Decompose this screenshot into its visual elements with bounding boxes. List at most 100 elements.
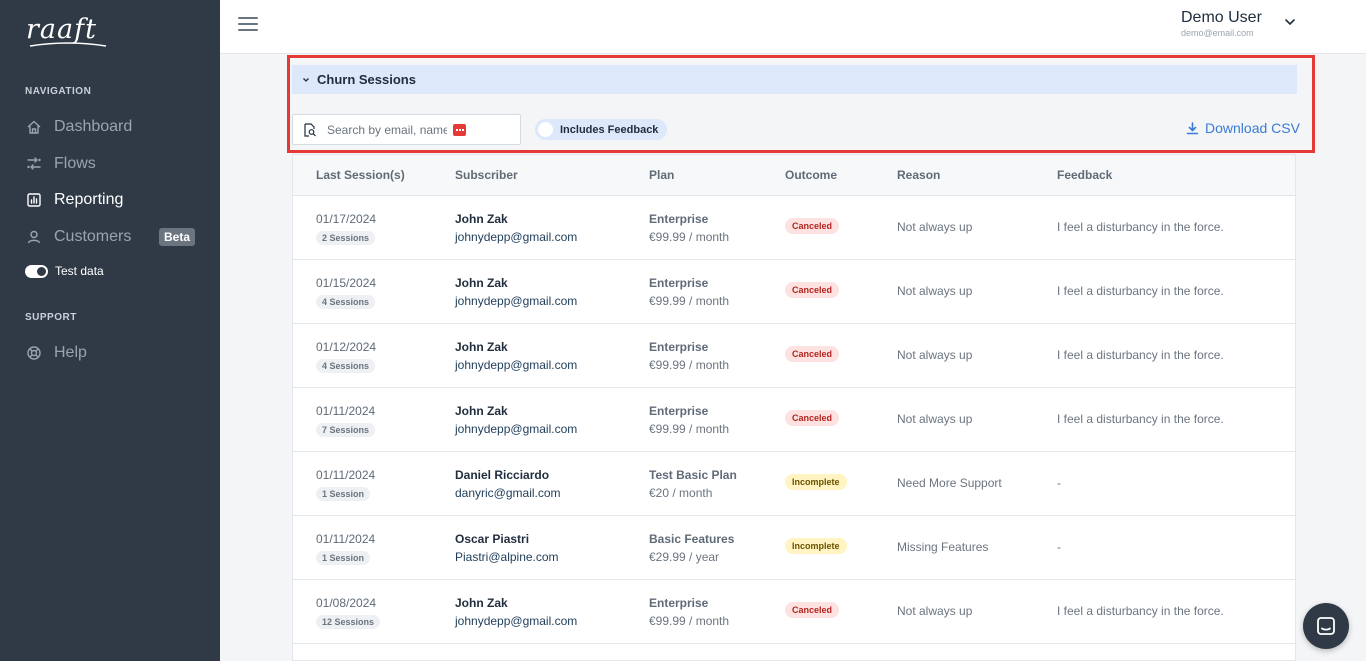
- toggle-knob: [538, 122, 553, 137]
- column-header[interactable]: Outcome: [785, 168, 838, 182]
- table-row[interactable]: 01/17/2024 2 Sessions John Zak johnydepp…: [293, 196, 1295, 260]
- session-count-badge: 7 Sessions: [316, 423, 376, 437]
- subscriber-email: johnydepp@gmail.com: [455, 294, 578, 308]
- support-heading: SUPPORT: [25, 312, 77, 323]
- session-date: 01/11/2024: [316, 532, 376, 546]
- session-date: 01/11/2024: [316, 404, 376, 418]
- column-header[interactable]: Subscriber: [455, 168, 518, 182]
- table-row[interactable]: 01/12/2024 4 Sessions John Zak johnydepp…: [293, 324, 1295, 388]
- outcome-badge: Incomplete: [785, 474, 847, 490]
- reason-text: Not always up: [897, 412, 973, 426]
- subscriber-name: Oscar Piastri: [455, 532, 530, 546]
- download-icon: [1186, 121, 1199, 134]
- plan-name: Enterprise: [649, 596, 709, 610]
- home-icon: [25, 118, 43, 136]
- plan-price: €99.99 / month: [649, 614, 730, 628]
- user-name[interactable]: Demo User: [1181, 9, 1262, 26]
- reason-text: Missing Features: [897, 540, 989, 554]
- session-date: 01/08/2024: [316, 596, 377, 610]
- plan-name: Basic Features: [649, 532, 735, 546]
- feedback-text: -: [1057, 476, 1061, 490]
- top-header: Demo User demo@email.com: [220, 0, 1366, 54]
- sidebar-item-reporting[interactable]: Reporting: [25, 188, 123, 212]
- reason-text: Not always up: [897, 220, 973, 234]
- plan-name: Enterprise: [649, 276, 709, 290]
- plan-name: Enterprise: [649, 340, 709, 354]
- table-row[interactable]: 01/11/2024 1 Session Oscar Piastri Piast…: [293, 516, 1295, 580]
- toggle-switch[interactable]: [25, 264, 48, 278]
- logo-text: raaft: [26, 14, 97, 45]
- column-header[interactable]: Feedback: [1057, 168, 1113, 182]
- feedback-text: I feel a disturbancy in the force.: [1057, 220, 1224, 234]
- table-row[interactable]: 01/11/2024 7 Sessions John Zak johnydepp…: [293, 388, 1295, 452]
- sidebar-item-label: Dashboard: [54, 118, 133, 135]
- subscriber-name: Daniel Ricciardo: [455, 468, 550, 482]
- plan-name: Test Basic Plan: [649, 468, 737, 482]
- plan-price: €99.99 / month: [649, 294, 730, 308]
- table-row[interactable]: 01/11/2024 1 Session Daniel Ricciardo da…: [293, 452, 1295, 516]
- outcome-badge: Canceled: [785, 410, 840, 426]
- logo-swoosh-icon: [29, 42, 107, 47]
- table-row[interactable]: 01/15/2024 4 Sessions John Zak johnydepp…: [293, 260, 1295, 324]
- feedback-text: I feel a disturbancy in the force.: [1057, 284, 1224, 298]
- session-count-badge: 4 Sessions: [316, 359, 376, 373]
- includes-feedback-label: Includes Feedback: [560, 123, 659, 136]
- chevron-down-icon[interactable]: [1284, 16, 1296, 28]
- subscriber-name: John Zak: [455, 276, 508, 290]
- subscriber-email: johnydepp@gmail.com: [455, 422, 578, 436]
- chat-launcher-button[interactable]: [1303, 603, 1349, 649]
- reason-text: Not always up: [897, 348, 973, 362]
- search-box[interactable]: [292, 114, 521, 145]
- subscriber-email: johnydepp@gmail.com: [455, 230, 578, 244]
- table-header: Last Session(s) Subscriber Plan Outcome …: [293, 155, 1295, 196]
- session-count-badge: 1 Session: [316, 487, 371, 501]
- session-date: 01/12/2024: [316, 340, 377, 354]
- reporting-icon: [25, 191, 43, 209]
- sidebar-item-label: Flows: [54, 155, 96, 172]
- session-date: 01/15/2024: [316, 276, 377, 290]
- sidebar-item-label: Help: [54, 344, 87, 361]
- sidebar: raaft NAVIGATION Dashboard Flows Reporti…: [0, 0, 220, 661]
- search-input[interactable]: [327, 122, 447, 137]
- reason-text: Not always up: [897, 604, 973, 618]
- subscriber-name: John Zak: [455, 404, 508, 418]
- download-csv-label: Download CSV: [1205, 120, 1300, 136]
- navigation-heading: NAVIGATION: [25, 86, 92, 97]
- test-data-label: Test data: [55, 264, 104, 278]
- plan-name: Enterprise: [649, 404, 709, 418]
- hamburger-menu-icon[interactable]: [238, 17, 258, 33]
- subscriber-name: John Zak: [455, 212, 508, 226]
- beta-badge: Beta: [159, 228, 196, 246]
- feedback-text: I feel a disturbancy in the force.: [1057, 412, 1224, 426]
- sidebar-item-customers[interactable]: Customers: [25, 225, 131, 249]
- subscriber-email: Piastri@alpine.com: [455, 550, 559, 564]
- subscriber-email: danyric@gmail.com: [455, 486, 561, 500]
- test-data-toggle[interactable]: Test data: [25, 264, 104, 278]
- feedback-text: I feel a disturbancy in the force.: [1057, 604, 1224, 618]
- chevron-down-icon: [303, 77, 309, 82]
- includes-feedback-toggle[interactable]: Includes Feedback: [535, 119, 668, 140]
- column-header[interactable]: Reason: [897, 168, 941, 182]
- churn-sessions-header[interactable]: Churn Sessions: [292, 65, 1297, 94]
- column-header[interactable]: Last Session(s): [316, 168, 405, 182]
- outcome-badge: Canceled: [785, 218, 840, 234]
- user-email: demo@email.com: [1181, 28, 1254, 38]
- session-count-badge: 2 Sessions: [316, 231, 376, 245]
- plan-price: €29.99 / year: [649, 550, 720, 564]
- raaft-logo[interactable]: raaft: [26, 14, 110, 48]
- outcome-badge: Canceled: [785, 602, 840, 618]
- table-row[interactable]: 01/08/2024 12 Sessions John Zak johnydep…: [293, 580, 1295, 644]
- section-title: Churn Sessions: [317, 72, 416, 87]
- session-count-badge: 12 Sessions: [316, 615, 381, 629]
- flows-icon: [25, 155, 43, 173]
- churn-sessions-table: Last Session(s) Subscriber Plan Outcome …: [292, 154, 1296, 661]
- sidebar-item-dashboard[interactable]: Dashboard: [25, 115, 132, 139]
- subscriber-email: johnydepp@gmail.com: [455, 358, 578, 372]
- sidebar-item-help[interactable]: Help: [25, 341, 87, 365]
- column-header[interactable]: Plan: [649, 168, 675, 182]
- plan-price: €99.99 / month: [649, 422, 730, 436]
- reason-text: Need More Support: [897, 476, 1002, 490]
- reason-text: Not always up: [897, 284, 973, 298]
- sidebar-item-flows[interactable]: Flows: [25, 152, 96, 176]
- download-csv-button[interactable]: Download CSV: [1186, 120, 1300, 136]
